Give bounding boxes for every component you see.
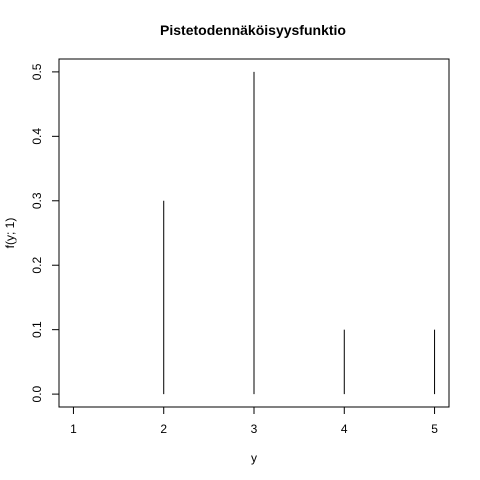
y-axis-label: f(y; 1) [3, 218, 17, 249]
y-tick-label: 0.5 [30, 63, 44, 80]
y-tick-label: 0.2 [30, 257, 44, 274]
y-axis: 0.0 0.1 0.2 0.3 0.4 0.5 [30, 63, 59, 402]
x-tick-label: 4 [341, 422, 348, 436]
y-tick-label: 0.0 [30, 385, 44, 402]
x-axis-label: y [251, 451, 257, 465]
x-tick-label: 3 [251, 422, 258, 436]
chart-title: Pistetodennäköisyysfunktio [160, 22, 346, 38]
y-tick-label: 0.1 [30, 321, 44, 338]
x-tick-label: 2 [160, 422, 167, 436]
y-tick-label: 0.3 [30, 192, 44, 209]
pmf-spikes [73, 72, 434, 394]
x-axis: 1 2 3 4 5 [70, 407, 438, 436]
y-tick-label: 0.4 [30, 128, 44, 145]
x-tick-label: 1 [70, 422, 77, 436]
x-tick-label: 5 [431, 422, 438, 436]
